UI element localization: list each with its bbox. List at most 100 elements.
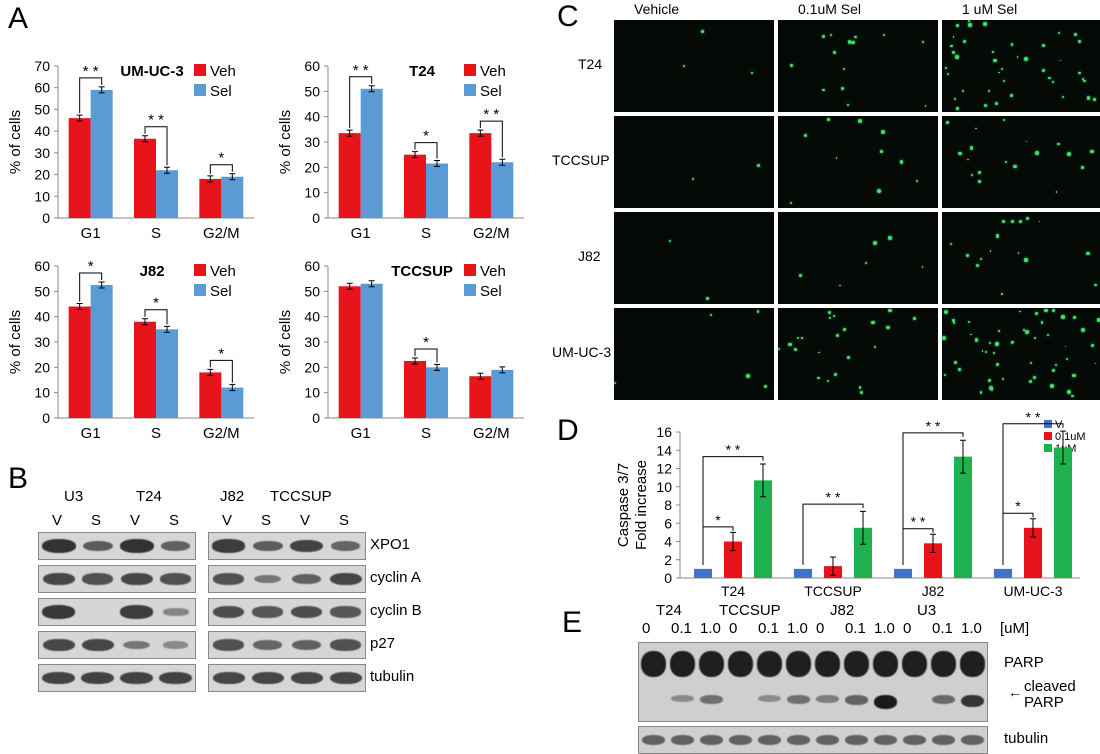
y-tick-label: 20 bbox=[34, 167, 50, 183]
significance-label: * bbox=[88, 258, 94, 275]
fluorescent-cell bbox=[1010, 93, 1014, 97]
blot-band bbox=[212, 671, 245, 685]
fluorescent-cell bbox=[1073, 32, 1078, 37]
y-tick-label: 4 bbox=[664, 534, 672, 550]
fluorescent-cell bbox=[835, 157, 838, 159]
y-tick-label: 20 bbox=[34, 359, 50, 375]
blot-strip bbox=[208, 664, 366, 692]
caspase-bar bbox=[1054, 447, 1072, 578]
fluorescent-cell bbox=[1035, 150, 1040, 155]
bar-sel-s bbox=[156, 170, 178, 218]
blot-band bbox=[42, 572, 75, 586]
bar-sel-s bbox=[156, 329, 178, 418]
tubulin-band bbox=[700, 735, 723, 745]
fluorescent-cell bbox=[1061, 95, 1064, 98]
parp-band bbox=[902, 651, 927, 677]
blot-band bbox=[82, 573, 113, 585]
micrograph-row-label: J82 bbox=[578, 248, 601, 264]
fluorescent-cell bbox=[763, 384, 768, 389]
y-tick-label: 50 bbox=[34, 101, 50, 117]
parp-band bbox=[960, 651, 985, 677]
tubulin-band bbox=[845, 735, 868, 745]
fluorescent-cell bbox=[1016, 56, 1019, 59]
fluorescent-cell bbox=[882, 33, 885, 36]
group-label-j82: J82 bbox=[220, 488, 245, 505]
fluorescent-cell bbox=[1044, 308, 1048, 313]
significance-label: * bbox=[218, 150, 224, 167]
micrograph-row-label: T24 bbox=[578, 56, 603, 72]
fluorescent-cell bbox=[1078, 71, 1081, 75]
legend-label-sel: Sel bbox=[480, 283, 502, 300]
fluorescent-cell bbox=[1038, 220, 1041, 223]
fluorescent-cell bbox=[967, 321, 971, 324]
y-tick-label: 40 bbox=[304, 109, 320, 125]
chart-title: J82 bbox=[140, 263, 165, 280]
fluorescent-cell bbox=[1000, 293, 1003, 296]
fluorescent-cell bbox=[950, 44, 953, 48]
y-tick-label: 10 bbox=[34, 188, 50, 204]
fluorescent-cell bbox=[968, 23, 972, 27]
x-tick-label: G1 bbox=[81, 425, 101, 442]
error-bar bbox=[860, 510, 866, 545]
fluorescent-cell bbox=[978, 180, 981, 183]
legend-label: 0.1uM bbox=[1055, 431, 1086, 443]
x-tick-label: G2/M bbox=[203, 225, 240, 242]
blot-band bbox=[331, 541, 360, 551]
fluorescent-cell bbox=[1013, 164, 1017, 169]
cleaved-parp-band bbox=[874, 695, 897, 709]
fluorescent-cell bbox=[1081, 328, 1086, 333]
y-tick-label: 30 bbox=[304, 334, 320, 350]
legend-label-veh: Veh bbox=[480, 263, 506, 280]
group-label-tccsup: TCCSUP bbox=[270, 488, 332, 505]
lane-label: V bbox=[52, 512, 63, 529]
protein-label: cyclin B bbox=[370, 602, 422, 619]
significance-label: * * bbox=[148, 112, 164, 129]
fluorescent-cell bbox=[952, 36, 955, 39]
blot-band bbox=[159, 671, 192, 685]
micrograph-image bbox=[778, 20, 938, 112]
tubulin-band bbox=[729, 735, 752, 745]
fluorescent-cell bbox=[1059, 59, 1062, 62]
fluorescent-cell bbox=[975, 263, 979, 267]
caspase-bar bbox=[1024, 527, 1042, 578]
micrograph-row-label: TCCSUP bbox=[552, 152, 610, 168]
fluorescent-cell bbox=[963, 39, 967, 43]
fluorescent-cell bbox=[817, 376, 820, 380]
significance-bracket bbox=[79, 272, 103, 302]
fluorescent-cell bbox=[995, 233, 1000, 238]
fluorescent-cell bbox=[1066, 389, 1071, 394]
significance-label: * * bbox=[83, 63, 99, 80]
significance-bracket bbox=[414, 348, 438, 363]
error-bar bbox=[477, 129, 484, 137]
parp-band bbox=[699, 651, 724, 677]
micrograph-image bbox=[942, 20, 1100, 112]
significance-bracket bbox=[414, 142, 438, 159]
y-tick-label: 0 bbox=[664, 570, 672, 586]
parp-label: PARP bbox=[1004, 654, 1044, 671]
bar-veh-s bbox=[134, 138, 156, 218]
fluorescent-cell bbox=[958, 368, 961, 371]
y-tick-label: 50 bbox=[34, 283, 50, 299]
bar-sel-g2m bbox=[491, 369, 514, 418]
dose-label: 1.0 bbox=[700, 620, 721, 637]
fluorescent-cell bbox=[989, 250, 992, 252]
y-tick-label: 60 bbox=[304, 58, 320, 74]
significance-bracket bbox=[144, 126, 168, 166]
bar-sel-g1 bbox=[360, 283, 383, 418]
fluorescent-cell bbox=[1057, 31, 1060, 34]
fluorescent-cell bbox=[829, 33, 833, 37]
blot-band bbox=[122, 640, 151, 650]
fluorescent-cell bbox=[1004, 160, 1007, 163]
lane-label: S bbox=[169, 512, 180, 529]
y-axis-label: % of cells bbox=[277, 110, 294, 174]
significance-bracket bbox=[1002, 423, 1064, 565]
cleaved-parp-label: PARP bbox=[1024, 694, 1064, 711]
significance-label: * * bbox=[826, 489, 841, 505]
fluorescent-cell bbox=[1081, 166, 1085, 169]
fluorescent-cell bbox=[900, 160, 904, 164]
legend-swatch-sel bbox=[464, 84, 476, 96]
fluorescent-cell bbox=[821, 34, 825, 39]
cell-cycle-chart-j82: 0 10 20 30 40 50 60 % of cells J82 Veh Sel G1 S G2/M *… bbox=[7, 258, 254, 442]
blot-band bbox=[330, 639, 361, 651]
fluorescent-cell bbox=[979, 391, 982, 394]
